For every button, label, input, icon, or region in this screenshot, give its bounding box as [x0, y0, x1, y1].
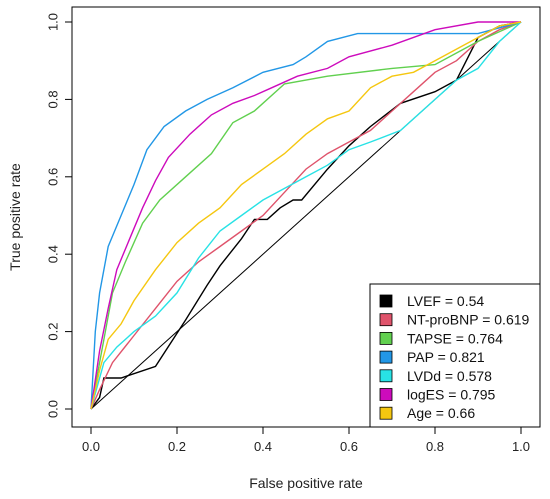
legend: LVEF = 0.54 NT-proBNP = 0.619 TAPSE = 0.76… [369, 283, 541, 428]
roc-curve-6 [90, 21, 522, 410]
x-axis-title: False positive rate [249, 475, 363, 491]
legend-swatch [379, 294, 393, 308]
x-tick-label: 1.0 [512, 439, 530, 454]
roc-curve-5 [90, 21, 521, 410]
y-tick-label: 0.8 [45, 90, 60, 108]
y-tick-label: 0.6 [45, 168, 60, 186]
y-tick-label: 0.2 [45, 323, 60, 341]
roc-curve-2 [90, 21, 522, 410]
legend-label: LVDd = 0.578 [407, 368, 492, 384]
x-tick-label: 0.4 [254, 439, 272, 454]
roc-curves [90, 21, 522, 410]
legend-label: LVEF = 0.54 [407, 293, 484, 309]
axis-ticks: 0.0 0.2 0.4 0.6 0.8 1.0 0.0 0.2 0.4 0.6 0.8 1.0 [45, 13, 530, 454]
legend-label: NT-proBNP = 0.619 [407, 312, 530, 328]
x-tick-label: 0.6 [340, 439, 358, 454]
legend-label: TAPSE = 0.764 [407, 330, 503, 346]
legend-swatch [379, 313, 393, 327]
legend-label: Age = 0.66 [407, 405, 475, 421]
roc-curve-0 [90, 21, 522, 410]
legend-swatch [379, 388, 393, 401]
y-axis-title: True positive rate [7, 163, 23, 271]
y-tick-label: 1.0 [45, 13, 60, 31]
roc-curve-3 [90, 21, 522, 410]
x-tick-label: 0.0 [82, 439, 100, 454]
roc-curve-1 [90, 21, 522, 410]
legend-swatch [379, 350, 393, 364]
x-tick-label: 0.8 [426, 439, 444, 454]
legend-swatch [379, 331, 393, 345]
legend-swatch [379, 406, 393, 420]
roc-curve-4 [90, 21, 522, 410]
y-tick-label: 0.4 [45, 245, 60, 263]
legend-label: logES = 0.795 [407, 387, 496, 403]
x-tick-label: 0.2 [168, 439, 186, 454]
legend-swatch [379, 369, 393, 383]
legend-label: PAP = 0.821 [407, 349, 485, 365]
y-tick-label: 0.0 [45, 400, 60, 418]
legend-box [369, 283, 541, 428]
